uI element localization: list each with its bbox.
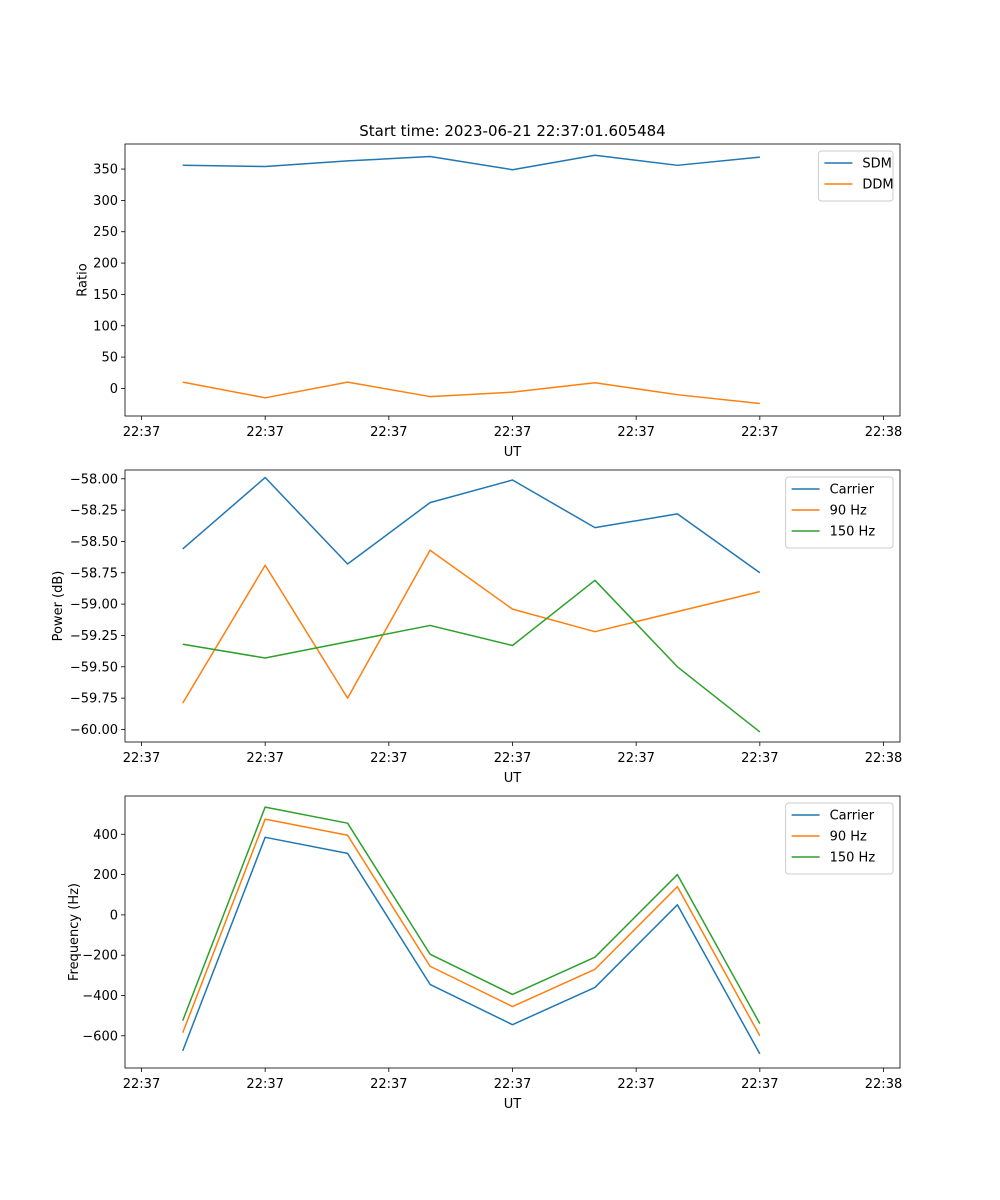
y-tick-label: −400 <box>82 989 118 1004</box>
x-axis-label: UT <box>504 771 522 786</box>
y-tick-label: 150 <box>93 288 118 303</box>
chart-panel-1: Start time: 2023-06-21 22:37:01.605484 22… <box>75 122 902 460</box>
x-tick-label: 22:37 <box>123 751 160 766</box>
y-tick-label: 0 <box>110 908 118 923</box>
y-tick-label: 200 <box>93 868 118 883</box>
y-tick-label: 100 <box>93 319 118 334</box>
y-tick-label: −60.00 <box>70 723 118 738</box>
x-tick-label: 22:37 <box>370 751 407 766</box>
y-tick-label: −59.75 <box>70 692 118 707</box>
y-tick-label: −59.00 <box>70 598 118 613</box>
plot-frame <box>124 143 901 417</box>
y-tick-label: −59.50 <box>70 660 118 675</box>
x-tick-label: 22:38 <box>865 425 902 440</box>
legend-label: DDM <box>862 178 893 193</box>
legend-label: SDM <box>862 157 891 172</box>
x-tick-label: 22:37 <box>741 1077 778 1092</box>
y-tick-label: −58.25 <box>70 504 118 519</box>
x-tick-label: 22:37 <box>370 425 407 440</box>
y-tick-label: 200 <box>93 257 118 272</box>
chart-panel-3: 22:37 22:37 22:37 22:37 22:37 22:37 22:38 −600 −… <box>67 795 902 1112</box>
series-line-90-hz <box>182 549 761 704</box>
x-tick-label: 22:37 <box>123 1077 160 1092</box>
x-tick-label: 22:38 <box>865 751 902 766</box>
y-tick-label: −59.25 <box>70 629 118 644</box>
y-tick-label: −200 <box>82 949 118 964</box>
series-line-150-hz <box>182 806 761 1025</box>
legend: Carrier 90 Hz 150 Hz <box>785 802 894 875</box>
series-line-carrier <box>182 836 761 1055</box>
y-tick-label: 0 <box>110 382 118 397</box>
x-tick-label: 22:37 <box>494 1077 531 1092</box>
x-axis-label: UT <box>504 1097 522 1112</box>
y-tick-label: 350 <box>93 163 118 178</box>
y-tick-label: −58.75 <box>70 566 118 581</box>
x-tick-label: 22:37 <box>617 751 654 766</box>
x-tick-label: 22:38 <box>865 1077 902 1092</box>
x-tick-label: 22:37 <box>494 751 531 766</box>
x-tick-label: 22:37 <box>741 751 778 766</box>
x-tick-label: 22:37 <box>246 425 283 440</box>
series-line-90-hz <box>182 818 761 1037</box>
x-tick-label: 22:37 <box>741 425 778 440</box>
plot-frame <box>124 795 901 1069</box>
series-line-150-hz <box>182 579 761 733</box>
y-axis-label: Ratio <box>75 263 90 296</box>
chart-title: Start time: 2023-06-21 22:37:01.605484 <box>359 122 665 140</box>
series-line-sdm <box>182 154 760 171</box>
y-tick-label: 400 <box>93 828 118 843</box>
y-tick-label: −58.50 <box>70 535 118 550</box>
series-line-ddm <box>182 381 760 405</box>
y-axis-label: Frequency (Hz) <box>67 883 82 981</box>
legend-label: 150 Hz <box>830 851 876 866</box>
x-tick-label: 22:37 <box>246 1077 283 1092</box>
legend-label: Carrier <box>830 483 875 498</box>
x-tick-label: 22:37 <box>617 425 654 440</box>
chart-panel-2: 22:37 22:37 22:37 22:37 22:37 22:37 22:38 −60.0… <box>51 469 902 786</box>
x-tick-label: 22:37 <box>123 425 160 440</box>
legend-label: 90 Hz <box>830 830 867 845</box>
x-tick-label: 22:37 <box>494 425 531 440</box>
y-tick-label: −600 <box>82 1029 118 1044</box>
y-axis-label: Power (dB) <box>51 571 66 642</box>
x-tick-label: 22:37 <box>617 1077 654 1092</box>
series-line-carrier <box>182 476 761 574</box>
y-tick-label: 250 <box>93 225 118 240</box>
x-axis-label: UT <box>504 445 522 460</box>
x-tick-label: 22:37 <box>246 751 283 766</box>
legend: Carrier 90 Hz 150 Hz <box>785 476 894 549</box>
y-tick-label: 50 <box>101 351 118 366</box>
legend-label: 150 Hz <box>830 525 876 540</box>
x-tick-label: 22:37 <box>370 1077 407 1092</box>
legend-label: Carrier <box>830 809 875 824</box>
legend: SDM DDM <box>817 150 894 202</box>
y-tick-label: −58.00 <box>70 472 118 487</box>
y-tick-label: 300 <box>93 194 118 209</box>
legend-label: 90 Hz <box>830 504 867 519</box>
